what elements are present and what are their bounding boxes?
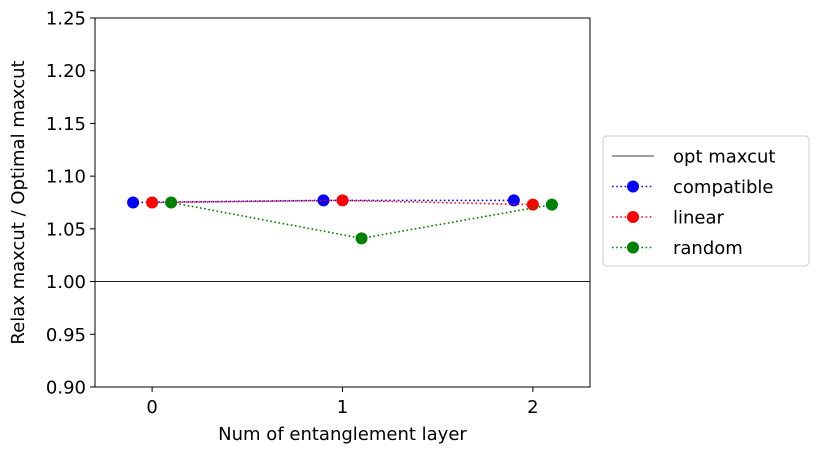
x-axis-label: Num of entanglement layer [218, 424, 467, 445]
y-axis-label: Relax maxcut / Optimal maxcut [8, 60, 29, 344]
y-tick-label: 1.00 [46, 272, 86, 293]
x-tick-label: 0 [146, 397, 157, 418]
series-point-random [545, 198, 558, 211]
legend-label-random: random [673, 238, 743, 259]
y-tick-label: 1.25 [46, 9, 86, 30]
legend-label-compatible: compatible [673, 177, 773, 198]
y-tick-label: 1.15 [46, 114, 86, 135]
series-point-compatible [127, 196, 140, 209]
y-tick-label: 1.20 [46, 61, 86, 82]
legend-swatch-marker-random [627, 241, 639, 254]
series-point-compatible [317, 194, 330, 207]
legend-swatch-marker-compatible [627, 180, 639, 193]
legend: opt maxcut compatible linear random [602, 135, 810, 267]
y-tick-label: 1.05 [46, 219, 86, 240]
legend-swatch-marker-linear [627, 211, 639, 223]
axes: 0.90 0.95 1.00 1.05 1.10 1.15 1.20 1.25 0 1 2 Num o… [8, 9, 591, 445]
legend-label-opt-maxcut: opt maxcut [673, 147, 775, 168]
plot-area [95, 194, 590, 282]
series-point-compatible [507, 194, 520, 207]
series-point-linear [526, 198, 539, 211]
x-tick-label: 2 [527, 397, 538, 418]
y-tick-label: 0.90 [46, 378, 86, 399]
legend-label-linear: linear [673, 208, 725, 229]
series-point-random [165, 196, 178, 209]
x-tick-label: 1 [337, 397, 348, 418]
series-point-linear [146, 196, 159, 209]
series-point-linear [336, 194, 349, 207]
y-tick-label: 0.95 [46, 325, 86, 346]
series-point-random [355, 232, 368, 245]
y-tick-label: 1.10 [46, 167, 86, 188]
legend-box [602, 135, 810, 267]
